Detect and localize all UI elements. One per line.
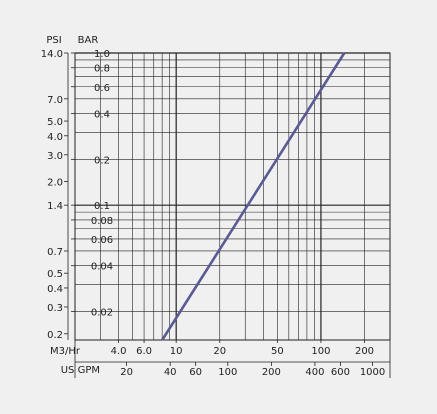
m3hr-tick-label: 6.0: [136, 346, 152, 357]
bar-tick-label: 0.8: [94, 64, 110, 75]
plot-border: [74, 52, 391, 341]
bar-tick-label: 0.4: [94, 110, 110, 121]
psi-tick-label: 14.0: [41, 49, 63, 60]
m3hr-tick-label: 50: [271, 346, 284, 357]
gpm-tick-label: 400: [305, 367, 324, 378]
series-line: [161, 52, 346, 341]
psi-tick-label: 0.4: [47, 284, 63, 295]
series-layer: [161, 52, 346, 341]
psi-tick-label: 7.0: [47, 95, 63, 106]
psi-unit-label: PSI: [46, 35, 61, 46]
gpm-tick-label: 600: [331, 367, 350, 378]
bar-tick-label: 1.0: [94, 49, 110, 60]
psi-tick-label: 0.5: [47, 269, 63, 280]
gpm-unit-label: US GPM: [61, 365, 100, 376]
m3hr-tick-label: 100: [311, 346, 330, 357]
gpm-tick-label: 20: [120, 367, 133, 378]
gpm-tick-label: 40: [164, 367, 177, 378]
m3hr-tick-label: 4.0: [111, 346, 127, 357]
psi-tick-label: 3.0: [47, 151, 63, 162]
gpm-tick-label: 100: [218, 367, 237, 378]
psi-tick-label: 2.0: [47, 178, 63, 189]
psi-tick-label: 0.3: [47, 303, 63, 314]
axis-labels: PSI BAR M3/Hr US GPM 1.0 0.8 0.6 0.4 0.2 0.1 0.08 0…: [41, 35, 386, 378]
bar-tick-label: 0.6: [94, 83, 110, 94]
psi-tick-label: 1.4: [47, 201, 63, 212]
bar-tick-label: 0.02: [91, 308, 113, 319]
gpm-tick-label: 200: [262, 367, 281, 378]
bar-tick-label: 0.1: [94, 201, 110, 212]
psi-tick-label: 5.0: [47, 117, 63, 128]
psi-tick-label: 0.2: [47, 330, 63, 341]
gpm-tick-label: 60: [189, 367, 202, 378]
bar-tick-label: 0.06: [91, 235, 113, 246]
m3hr-tick-label: 20: [213, 346, 226, 357]
bar-unit-label: BAR: [78, 35, 99, 46]
bar-tick-label: 0.08: [91, 216, 113, 227]
m3hr-tick-label: 200: [355, 346, 374, 357]
gpm-tick-label: 1000: [360, 367, 385, 378]
psi-tick-label: 4.0: [47, 132, 63, 143]
minor-grid: [74, 53, 391, 340]
bar-tick-label: 0.2: [94, 155, 110, 166]
m3hr-tick-label: 10: [170, 346, 183, 357]
plot-frame: [67, 52, 391, 378]
bar-tick-label: 0.04: [91, 262, 113, 273]
psi-tick-label: 0.7: [47, 247, 63, 258]
m3hr-unit-label: M3/Hr: [50, 346, 81, 357]
